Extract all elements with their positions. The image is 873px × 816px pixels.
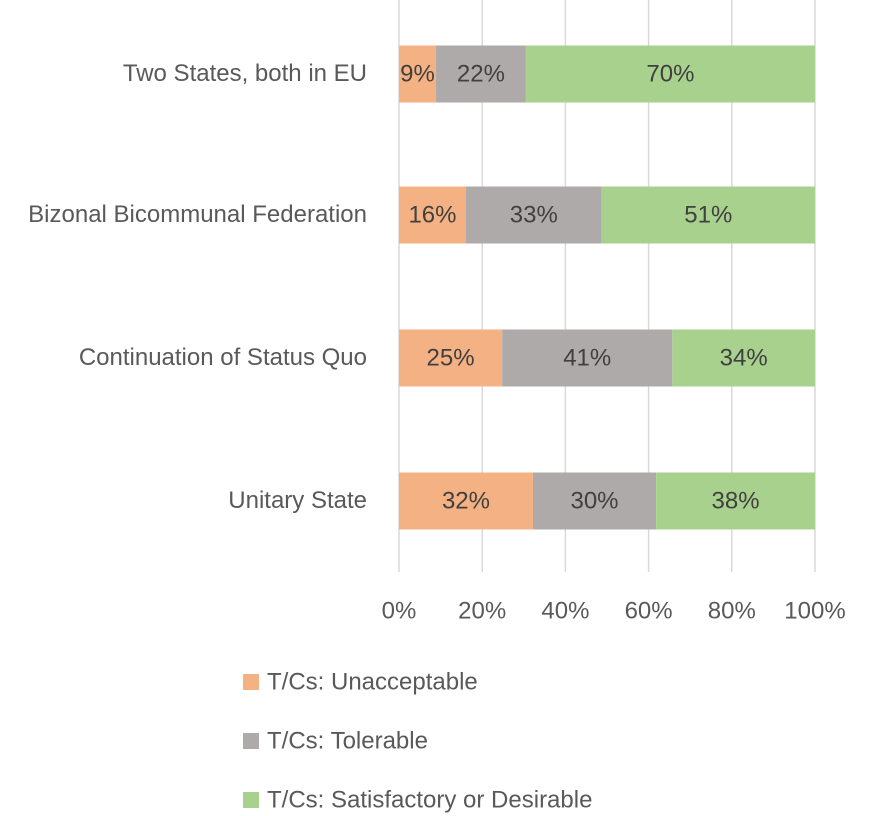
data-label: 38%	[712, 487, 760, 514]
x-tick-label: 100%	[784, 597, 845, 624]
x-tick-label: 20%	[458, 597, 506, 624]
bar-segment	[399, 45, 437, 103]
x-tick-label: 40%	[541, 597, 589, 624]
legend-label: T/Cs: Unacceptable	[267, 668, 478, 695]
data-label: 9%	[400, 60, 435, 87]
bar-segment	[525, 45, 815, 103]
y-tick-label: Two States, both in EU	[122, 60, 367, 87]
legend-swatch	[243, 674, 259, 690]
x-tick-label: 0%	[382, 597, 417, 624]
bar-segment	[502, 329, 673, 387]
bar-segment	[399, 186, 466, 244]
y-tick-label: Continuation of Status Quo	[78, 344, 367, 371]
bar-segment	[672, 329, 815, 387]
bar-segment	[532, 472, 657, 530]
data-label: 22%	[457, 60, 505, 87]
data-label: 41%	[563, 344, 611, 371]
legend-swatch	[243, 792, 259, 808]
data-label: 25%	[427, 344, 475, 371]
data-label: 70%	[646, 60, 694, 87]
bar-segment	[436, 45, 526, 103]
data-label: 34%	[720, 344, 768, 371]
bar-segment	[601, 186, 815, 244]
legend-label: T/Cs: Tolerable	[267, 727, 428, 754]
x-tick-label: 80%	[708, 597, 756, 624]
legend-swatch	[243, 733, 259, 749]
legend-label: T/Cs: Satisfactory or Desirable	[267, 786, 592, 813]
bar-segment	[465, 186, 602, 244]
y-tick-label: Bizonal Bicommunal Federation	[28, 201, 367, 228]
bar-segment	[656, 472, 815, 530]
data-label: 16%	[408, 201, 456, 228]
data-label: 30%	[570, 487, 618, 514]
bar-segment	[399, 472, 533, 530]
x-tick-label: 60%	[625, 597, 673, 624]
data-label: 32%	[442, 487, 490, 514]
y-tick-label: Unitary State	[228, 487, 367, 514]
bar-segment	[399, 329, 503, 387]
data-label: 51%	[684, 201, 732, 228]
data-label: 33%	[510, 201, 558, 228]
